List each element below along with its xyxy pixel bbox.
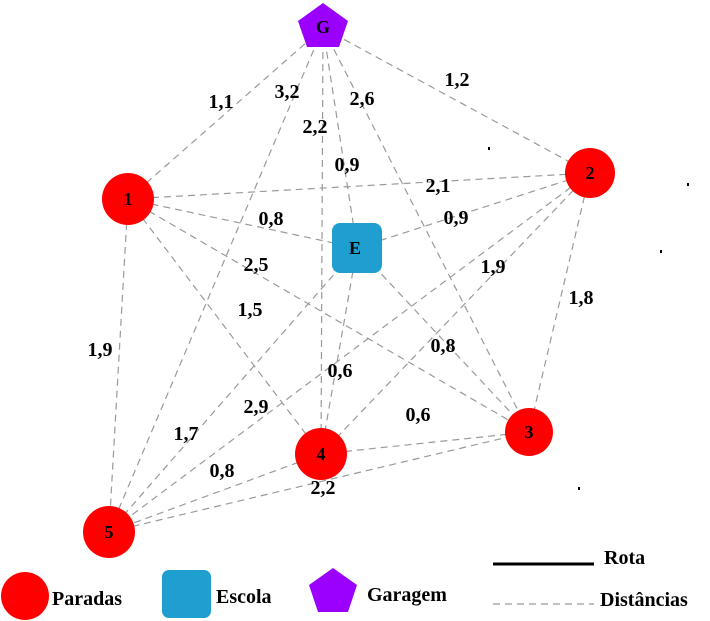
edge-label-G-3: 2,6 xyxy=(350,88,375,110)
stray-dot xyxy=(578,487,580,490)
edge-label-G-E: 0,9 xyxy=(335,154,360,176)
edge-label-E-3: 0,8 xyxy=(431,335,456,357)
node-stop-4: 4 xyxy=(295,428,347,480)
legend-label-paradas: Paradas xyxy=(52,588,122,610)
edge-1-4 xyxy=(127,198,322,455)
stop-circle-icon xyxy=(102,173,154,225)
edge-label-5-3: 2,2 xyxy=(311,477,336,499)
node-stop-1: 1 xyxy=(102,173,154,225)
edge-G-1 xyxy=(127,27,324,200)
node-label-stop-5: 5 xyxy=(105,522,114,542)
edge-G-3 xyxy=(322,27,530,433)
edge-label-G-5: 3,2 xyxy=(275,81,300,103)
nodes-layer: G E 1 2 3 4 5 xyxy=(83,3,615,558)
edge-E-5 xyxy=(108,247,358,533)
school-square-icon xyxy=(332,223,382,273)
edge-1-3 xyxy=(127,198,530,433)
node-label-school: E xyxy=(349,238,361,258)
stop-circle-icon xyxy=(295,428,347,480)
edge-label-1-2: 2,1 xyxy=(426,175,451,197)
node-label-stop-4: 4 xyxy=(317,444,326,464)
edge-label-E-4: 0,6 xyxy=(328,360,353,382)
node-label-stop-3: 3 xyxy=(525,422,534,442)
node-school: E xyxy=(332,223,382,273)
edge-label-G-2: 1,2 xyxy=(445,69,470,91)
stop-circle-icon xyxy=(505,408,553,456)
edge-1-5 xyxy=(108,198,129,533)
garage-pentagon-icon xyxy=(298,3,348,47)
node-label-garage: G xyxy=(316,17,330,37)
edge-label-2-3: 1,8 xyxy=(569,287,594,309)
edges-layer xyxy=(108,27,591,533)
stray-dot xyxy=(488,147,490,150)
edge-label-E-5: 1,7 xyxy=(174,423,199,445)
stray-dots xyxy=(488,147,689,490)
stop-circle-icon xyxy=(83,506,135,558)
edge-label-E-2: 0,9 xyxy=(444,207,469,229)
legend-label-rota: Rota xyxy=(604,547,645,569)
legend-label-distancias: Distâncias xyxy=(600,589,688,611)
edge-labels-layer: 1,1 3,22,20,92,61,22,10,82,51,51,90,90,80… xyxy=(88,69,594,499)
edge-label-2-5: 2,9 xyxy=(244,396,269,418)
edge-2-5 xyxy=(108,172,591,533)
edge-2-3 xyxy=(528,172,591,433)
edge-G-E xyxy=(322,27,358,249)
edge-E-3 xyxy=(356,247,530,433)
edge-label-2-4: 1,9 xyxy=(481,256,506,278)
stray-dot xyxy=(687,183,689,186)
node-label-stop-1: 1 xyxy=(124,189,133,209)
edge-G-5 xyxy=(108,27,324,533)
edge-label-G-1: 1,1 xyxy=(209,91,234,113)
stop-circle-icon xyxy=(565,148,615,198)
edge-1-2 xyxy=(127,172,591,200)
node-label-stop-2: 2 xyxy=(586,163,595,183)
edge-label-1-E: 0,8 xyxy=(259,208,284,230)
legend-garage-pentagon-icon xyxy=(309,568,357,612)
edge-label-1-4: 1,5 xyxy=(238,299,263,321)
edge-4-3 xyxy=(320,431,530,455)
edge-2-4 xyxy=(320,172,591,455)
legend-label-escola: Escola xyxy=(216,586,272,608)
edge-label-1-5: 1,9 xyxy=(88,339,113,361)
edge-E-2 xyxy=(356,172,591,249)
edge-label-G-4: 2,2 xyxy=(303,116,328,138)
edge-G-2 xyxy=(322,27,591,174)
edge-4-5 xyxy=(108,453,322,533)
edge-label-4-5: 0,8 xyxy=(210,460,235,482)
legend-stop-circle-icon xyxy=(1,572,49,620)
edge-1-E xyxy=(127,198,358,249)
node-stop-3: 3 xyxy=(505,408,553,456)
edge-label-1-3: 2,5 xyxy=(244,254,269,276)
stray-dot xyxy=(660,250,662,253)
legend: Paradas Escola Garagem Rota Distâncias xyxy=(1,547,688,620)
node-stop-5: 5 xyxy=(83,506,135,558)
node-stop-2: 2 xyxy=(565,148,615,198)
edge-E-4 xyxy=(320,247,358,455)
legend-school-square-icon xyxy=(162,570,211,618)
edge-label-4-3: 0,6 xyxy=(406,404,431,426)
node-garage: G xyxy=(298,3,348,47)
legend-label-garagem: Garagem xyxy=(367,584,447,606)
